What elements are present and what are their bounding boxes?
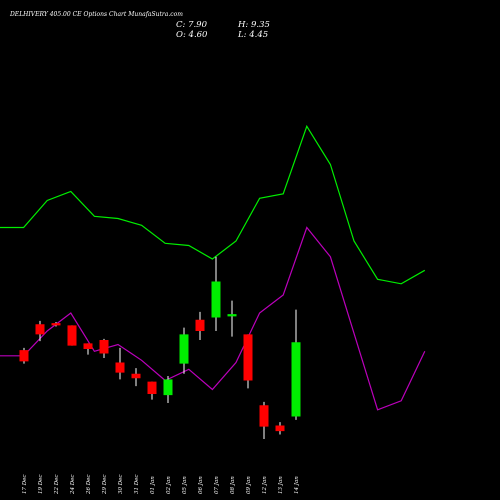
chart-title: DELHIVERY 405.00 CE Options Chart Munafa… <box>9 11 183 18</box>
candle <box>243 334 253 389</box>
x-tick-label: 07 Jan <box>214 476 220 494</box>
candle <box>83 343 93 355</box>
candle <box>259 401 269 439</box>
indicator-line-2 <box>0 226 426 411</box>
close-value: C: 7.90 <box>176 20 208 30</box>
x-tick-label: 02 Jan <box>166 476 172 494</box>
candle-body <box>291 342 301 417</box>
candle <box>291 309 301 420</box>
x-tick-label: 29 Dec <box>102 475 108 496</box>
candle-body <box>163 379 173 396</box>
candle-body <box>147 381 157 394</box>
candle <box>51 322 61 327</box>
candle-body <box>115 362 125 373</box>
x-tick-label: 31 Dec <box>134 475 140 495</box>
candle <box>211 256 221 331</box>
x-tick-label: 30 Dec <box>118 475 124 495</box>
candle-body <box>275 425 285 432</box>
candle <box>19 347 29 364</box>
x-tick-label: 09 Jan <box>246 476 252 494</box>
candle <box>227 300 237 337</box>
x-tick-label: 13 Jan <box>278 476 284 494</box>
candle-body <box>51 323 61 326</box>
candles <box>19 256 301 439</box>
x-tick-label: 24 Dec <box>70 475 76 496</box>
candle <box>131 368 141 387</box>
candle <box>275 422 285 435</box>
open-value: O: 4.60 <box>176 30 208 40</box>
candle-body <box>67 325 77 346</box>
candle-body <box>19 350 29 362</box>
candle <box>67 325 77 346</box>
candle <box>179 327 189 374</box>
candle-body <box>179 334 189 364</box>
candle-body <box>259 405 269 427</box>
x-tick-label: 17 Dec <box>22 475 28 495</box>
indicator-line-1 <box>0 124 426 285</box>
candle-body <box>227 314 237 317</box>
candle-body <box>83 343 93 349</box>
candle-body <box>35 324 45 335</box>
high-value: H: 9.35 <box>237 20 270 30</box>
candle <box>115 347 125 380</box>
x-tick-label: 14 Jan <box>294 476 300 494</box>
candle-body <box>99 340 109 354</box>
x-tick-label: 05 Jan <box>182 476 188 494</box>
candle-body <box>131 373 141 379</box>
candle-body <box>195 319 205 331</box>
candle <box>35 320 45 342</box>
x-tick-label: 22 Dec <box>54 475 60 496</box>
candle-body <box>211 281 221 318</box>
low-value: L: 4.45 <box>237 30 268 40</box>
x-tick-label: 08 Jan <box>230 476 236 494</box>
x-axis-labels: 17 Dec 19 Dec 22 Dec 24 Dec 26 Dec 29 Dec 30 D… <box>22 475 300 496</box>
indicator-lines <box>0 124 426 411</box>
candle <box>163 376 173 403</box>
x-tick-label: 12 Jan <box>262 476 268 494</box>
x-tick-label: 19 Dec <box>38 475 44 495</box>
candle <box>99 338 109 358</box>
x-tick-label: 06 Jan <box>198 476 204 494</box>
candle <box>195 311 205 340</box>
x-tick-label: 26 Dec <box>86 475 92 496</box>
candle-body <box>243 334 253 381</box>
x-tick-label: 01 Jan <box>150 476 156 494</box>
candle <box>147 381 157 400</box>
